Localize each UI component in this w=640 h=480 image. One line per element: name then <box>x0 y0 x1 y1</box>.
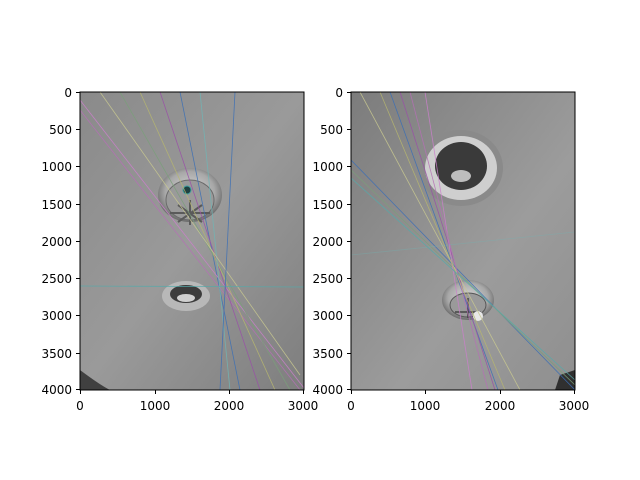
right-ytick-500: 500 <box>320 123 343 137</box>
left-ytick-2000: 2000 <box>41 235 72 249</box>
left-ytick-3000: 3000 <box>41 309 72 323</box>
left-xtick-1000: 1000 <box>140 399 171 413</box>
left-ytick-2500: 2500 <box>41 272 72 286</box>
left-ytick-4000: 4000 <box>41 383 72 397</box>
right-xtick-1000: 1000 <box>410 399 441 413</box>
light-fixture-image <box>162 281 210 311</box>
right-ytick-4000: 4000 <box>312 383 343 397</box>
left-xtick-2000: 2000 <box>214 399 245 413</box>
right-epipolar-lines <box>351 92 575 390</box>
right-ytick-3500: 3500 <box>312 347 343 361</box>
right-panel: 0 500 1000 1500 2000 2500 3000 3500 4000… <box>312 86 589 413</box>
left-y-ticks <box>76 92 80 390</box>
left-photo <box>80 92 304 390</box>
left-ytick-500: 500 <box>49 123 72 137</box>
right-ytick-1500: 1500 <box>312 198 343 212</box>
left-y-tick-labels: 0 500 1000 1500 2000 2500 3000 3500 4000 <box>41 86 72 397</box>
right-ytick-0: 0 <box>335 86 343 100</box>
right-ytick-3000: 3000 <box>312 309 343 323</box>
left-x-tick-labels: 0 1000 2000 3000 <box>76 399 318 413</box>
left-ytick-1000: 1000 <box>41 160 72 174</box>
left-x-ticks <box>80 390 304 394</box>
right-x-tick-labels: 0 1000 2000 3000 <box>347 399 589 413</box>
smoke-detector-image <box>158 168 222 225</box>
left-xtick-3000: 3000 <box>288 399 319 413</box>
right-y-ticks <box>347 92 351 390</box>
left-ytick-3500: 3500 <box>41 347 72 361</box>
right-photo <box>351 92 575 390</box>
right-xtick-0: 0 <box>347 399 355 413</box>
light-fixture-image <box>419 130 503 206</box>
left-epipolar-lines <box>80 92 304 390</box>
right-xtick-2000: 2000 <box>485 399 516 413</box>
right-ytick-2000: 2000 <box>312 235 343 249</box>
left-xtick-0: 0 <box>76 399 84 413</box>
right-ytick-1000: 1000 <box>312 160 343 174</box>
right-ytick-2500: 2500 <box>312 272 343 286</box>
left-ytick-0: 0 <box>64 86 72 100</box>
left-panel: 0 500 1000 1500 2000 2500 3000 3500 4000… <box>41 86 318 413</box>
right-y-tick-labels: 0 500 1000 1500 2000 2500 3000 3500 4000 <box>312 86 343 397</box>
right-x-ticks <box>351 390 575 394</box>
left-ytick-1500: 1500 <box>41 198 72 212</box>
right-xtick-3000: 3000 <box>559 399 590 413</box>
